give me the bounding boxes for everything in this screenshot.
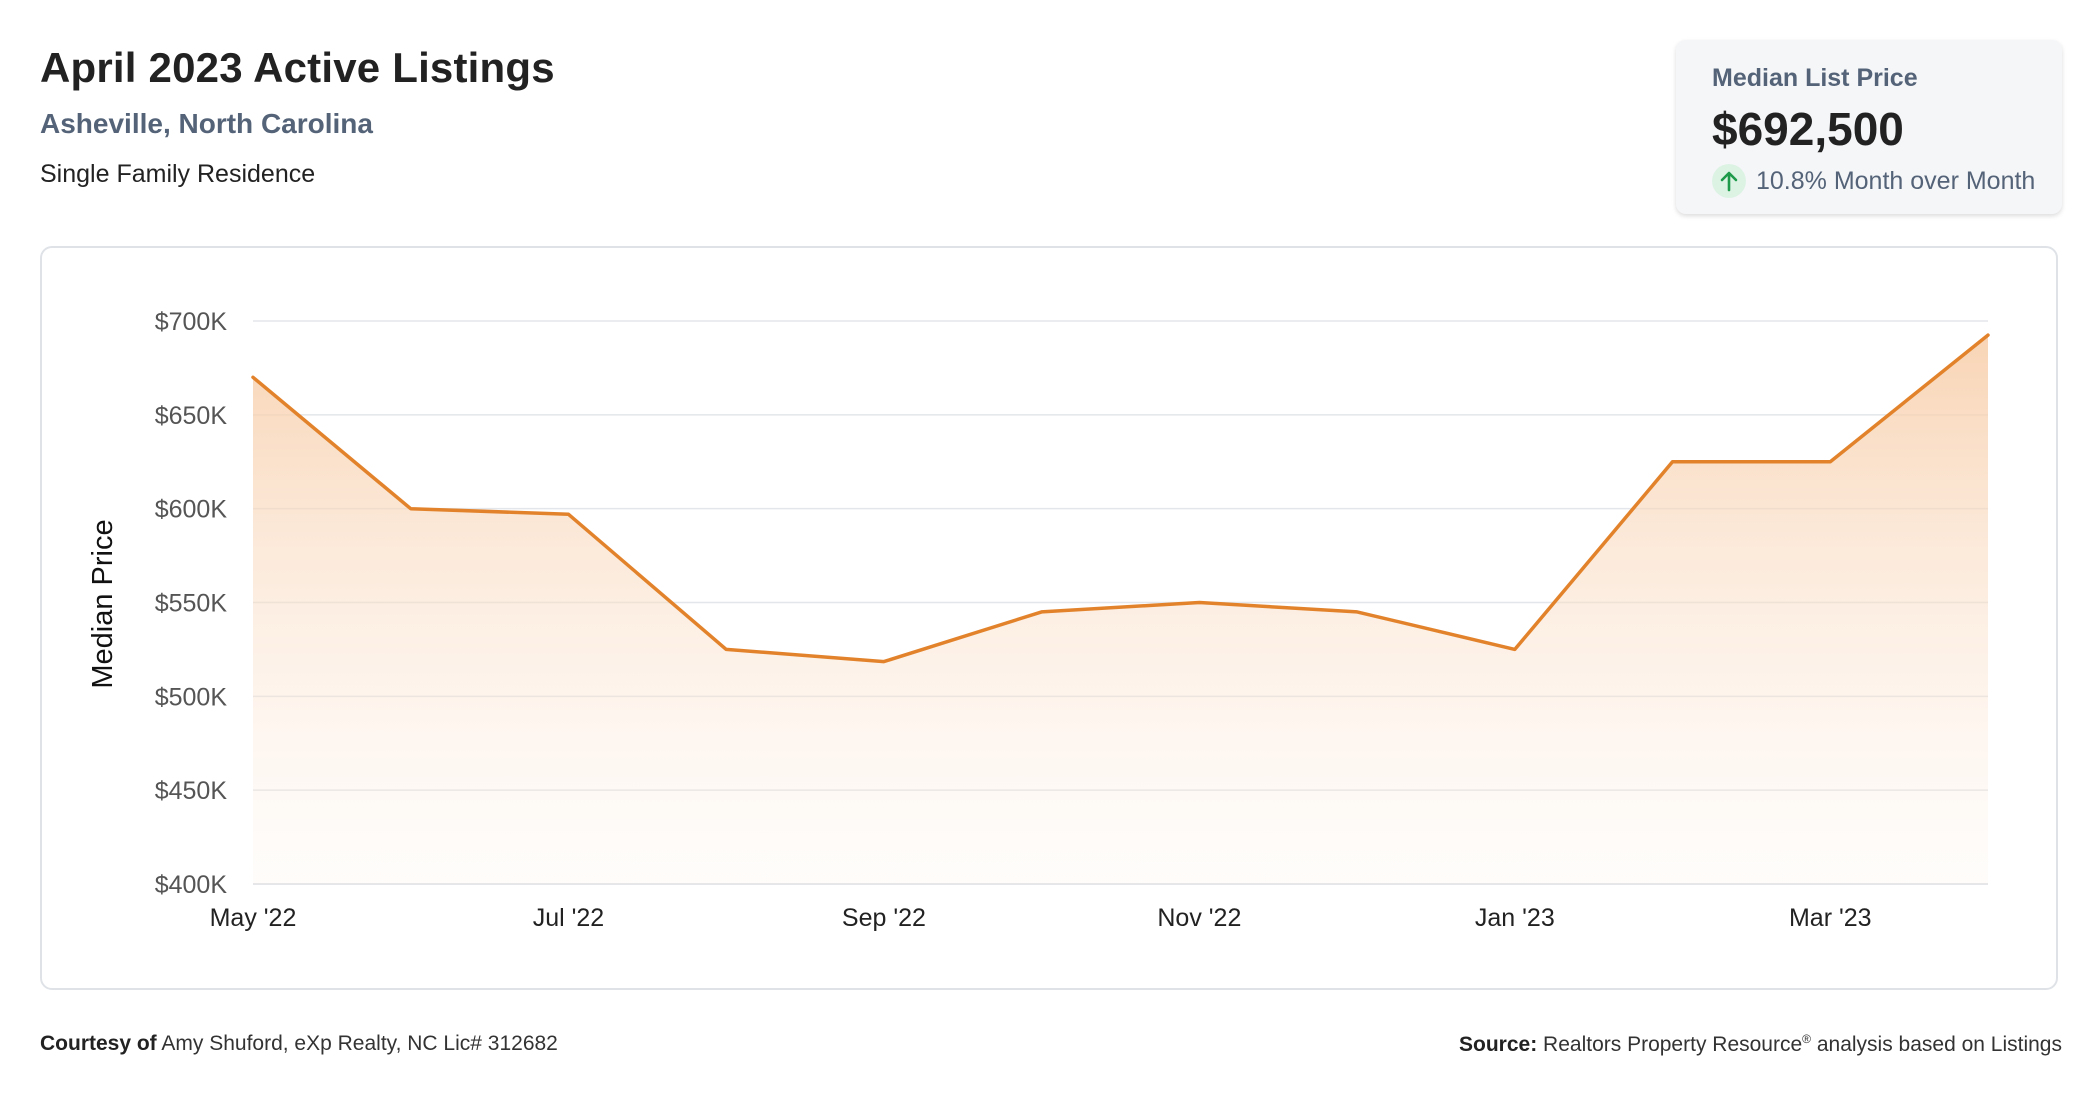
x-tick-label: May '22 (210, 904, 297, 932)
chart-card: $400K $450K $500K $550K $600K $650K $700K May … (40, 246, 2058, 990)
source-footer: Source: Realtors Property Resource® anal… (1459, 1032, 2062, 1057)
location-subtitle: Asheville, North Carolina (40, 108, 373, 139)
median-price-chart: $400K $450K $500K $550K $600K $650K $700K May … (87, 308, 1990, 932)
y-tick-label: $450K (155, 777, 228, 805)
area-fill (253, 335, 1988, 885)
y-tick-label: $700K (155, 308, 228, 336)
y-axis-label: Median Price (87, 519, 119, 688)
courtesy-label: Courtesy of (40, 1032, 157, 1055)
stat-value: $692,500 (1712, 103, 1904, 155)
x-tick-label: Jul '22 (533, 904, 604, 932)
stat-change-text: 10.8% Month over Month (1756, 166, 2036, 195)
x-tick-label: Nov '22 (1157, 904, 1241, 932)
courtesy-footer: Courtesy of Amy Shuford, eXp Realty, NC … (40, 1032, 558, 1056)
stat-change: 10.8% Month over Month (1712, 164, 2035, 198)
x-tick-label: Mar '23 (1789, 904, 1872, 932)
registered-mark: ® (1802, 1032, 1811, 1046)
y-tick-label: $650K (155, 402, 228, 430)
property-type-label: Single Family Residence (40, 160, 316, 188)
y-tick-label: $400K (155, 871, 228, 899)
y-tick-label: $600K (155, 496, 228, 524)
series-line (251, 333, 1990, 664)
y-tick-label: $500K (155, 683, 228, 711)
source-text: Realtors Property Resource (1543, 1033, 1803, 1056)
x-tick-label: Sep '22 (842, 904, 926, 932)
source-text-2: analysis based on Listings (1811, 1033, 2062, 1056)
courtesy-text: Amy Shuford, eXp Realty, NC Lic# 312682 (161, 1032, 558, 1055)
median-list-price-card: Median List Price $692,500 10.8% Month o… (1676, 40, 2062, 214)
stat-label: Median List Price (1712, 64, 1918, 92)
x-tick-label: Jan '23 (1475, 904, 1555, 932)
page-title: April 2023 Active Listings (40, 44, 555, 91)
arrow-up-icon (1712, 164, 1746, 198)
y-tick-label: $550K (155, 590, 228, 618)
source-label: Source: (1459, 1033, 1538, 1056)
